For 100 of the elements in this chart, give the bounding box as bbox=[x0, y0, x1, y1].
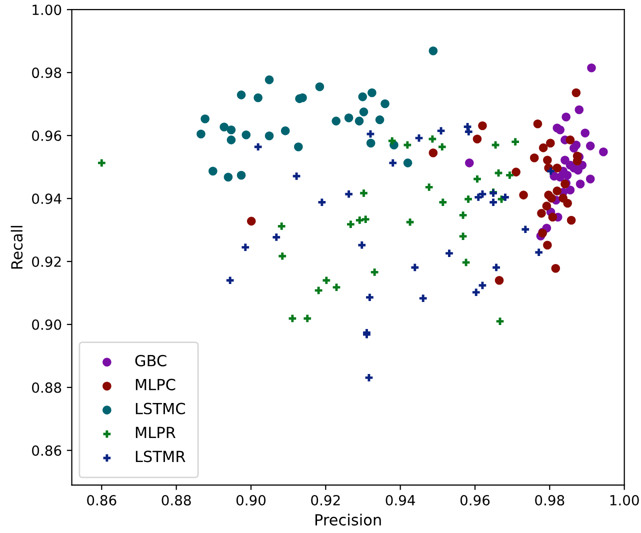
point bbox=[492, 264, 500, 272]
point bbox=[354, 116, 364, 126]
point bbox=[502, 194, 509, 201]
point bbox=[315, 82, 324, 92]
point bbox=[535, 248, 543, 256]
point bbox=[546, 138, 555, 148]
point bbox=[332, 284, 340, 291]
point bbox=[380, 99, 390, 108]
point bbox=[403, 158, 412, 168]
point bbox=[462, 258, 470, 266]
legend-label: LSTMC bbox=[136, 402, 185, 414]
point bbox=[464, 128, 472, 136]
point bbox=[292, 172, 300, 180]
point bbox=[459, 232, 467, 240]
point bbox=[318, 198, 326, 206]
x-tick-label: 0.96 bbox=[460, 494, 490, 506]
point bbox=[406, 218, 414, 226]
point bbox=[490, 198, 497, 206]
point bbox=[388, 137, 396, 145]
point bbox=[294, 142, 303, 152]
point bbox=[547, 194, 556, 203]
y-tick-label: 0.96 bbox=[32, 130, 62, 142]
point bbox=[512, 168, 520, 176]
x-tick-label: 0.90 bbox=[236, 494, 266, 506]
point bbox=[428, 46, 438, 56]
x-tick-label: 1.00 bbox=[610, 494, 639, 506]
point bbox=[428, 148, 438, 158]
point bbox=[494, 276, 504, 285]
point bbox=[272, 234, 280, 241]
point bbox=[254, 143, 262, 151]
point bbox=[254, 93, 262, 102]
y-tick-label: 0.92 bbox=[32, 256, 61, 267]
point bbox=[562, 112, 570, 122]
point bbox=[438, 143, 446, 151]
point bbox=[551, 264, 560, 273]
point bbox=[496, 318, 504, 325]
y-tick-label: 0.88 bbox=[32, 382, 62, 393]
point bbox=[552, 186, 562, 196]
legend-label: MLPC bbox=[136, 378, 176, 390]
point bbox=[574, 105, 584, 114]
x-tick-label: 0.94 bbox=[386, 494, 416, 506]
point bbox=[478, 121, 487, 130]
point bbox=[512, 138, 519, 146]
point bbox=[522, 226, 530, 234]
point bbox=[537, 208, 546, 218]
point bbox=[580, 128, 590, 138]
point bbox=[558, 194, 568, 203]
point bbox=[478, 190, 486, 198]
point bbox=[411, 264, 419, 272]
point bbox=[370, 268, 378, 276]
point bbox=[419, 294, 427, 302]
point bbox=[278, 222, 286, 230]
point bbox=[242, 244, 250, 251]
point bbox=[586, 142, 595, 150]
point bbox=[459, 212, 467, 219]
y-tick-label: 1.00 bbox=[32, 4, 62, 16]
point bbox=[359, 108, 368, 116]
point bbox=[345, 190, 352, 198]
point bbox=[574, 166, 582, 175]
point bbox=[576, 180, 585, 188]
point bbox=[587, 63, 596, 72]
legend-label: MLPR bbox=[136, 426, 176, 438]
point bbox=[362, 216, 370, 223]
point bbox=[566, 136, 575, 144]
point bbox=[278, 252, 286, 260]
point bbox=[366, 130, 374, 138]
point bbox=[200, 114, 210, 124]
point bbox=[472, 134, 482, 144]
point bbox=[530, 154, 539, 162]
y-tick-label: 0.90 bbox=[32, 319, 62, 330]
point bbox=[322, 276, 330, 284]
point bbox=[547, 167, 554, 175]
point bbox=[304, 314, 312, 322]
point bbox=[220, 122, 229, 132]
point bbox=[226, 136, 236, 144]
point bbox=[586, 174, 595, 184]
point bbox=[599, 148, 608, 156]
point bbox=[389, 159, 397, 167]
legend-label: GBC bbox=[135, 354, 166, 366]
point bbox=[236, 170, 246, 180]
point bbox=[425, 184, 433, 191]
point bbox=[566, 216, 576, 225]
point bbox=[264, 75, 274, 84]
point bbox=[226, 125, 236, 134]
point bbox=[572, 88, 581, 98]
point bbox=[538, 143, 548, 152]
point bbox=[506, 172, 514, 179]
point bbox=[242, 130, 251, 140]
point bbox=[542, 202, 552, 210]
point bbox=[366, 294, 374, 302]
point bbox=[552, 164, 562, 172]
point bbox=[474, 194, 482, 201]
y-tick-label: 0.94 bbox=[32, 193, 62, 204]
point bbox=[347, 220, 354, 228]
y-tick-label: 0.86 bbox=[32, 445, 62, 456]
point bbox=[552, 124, 562, 132]
point bbox=[439, 198, 447, 206]
point bbox=[314, 286, 322, 294]
point bbox=[548, 212, 558, 222]
point bbox=[437, 127, 445, 134]
